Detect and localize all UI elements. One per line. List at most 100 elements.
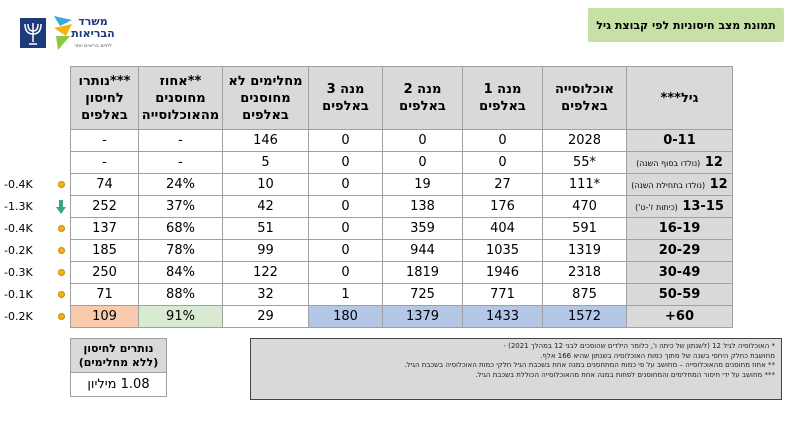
col-header-recovered: מחלימים לא מחוסנים באלפים: [222, 66, 309, 130]
weekly-change-value: -0.2K: [4, 310, 33, 323]
table-row: 20-29 1319 1035 944 0 99 78% 185: [70, 239, 733, 262]
cell-dose3: 0: [308, 173, 383, 196]
status-dot-icon: [58, 181, 65, 188]
cell-age: 30-49: [626, 261, 733, 284]
cell-dose2: 1379: [382, 305, 463, 328]
cell-pct: 37%: [138, 195, 223, 218]
age-group-note: (נולדו בתחילת השנה): [631, 181, 706, 190]
age-group-label: 60+: [665, 309, 694, 324]
cell-remaining: -: [70, 129, 139, 152]
status-dot-icon: [58, 291, 65, 298]
table-row: 13-15 (כיתות ז'-ט') 470 176 138 0 42 37% 252: [70, 195, 733, 218]
footnote: ** אחוז מחוסנים מהאוכלוסייה – מחושב על פ…: [404, 361, 775, 369]
cell-population: 591: [542, 217, 627, 240]
cell-recovered: 122: [222, 261, 309, 284]
cell-age: 13-15 (כיתות ז'-ט'): [626, 195, 733, 218]
col-header-remaining: ***נותרו לחיסון באלפים: [70, 66, 139, 130]
cell-dose1: 1433: [462, 305, 543, 328]
cell-dose2: 19: [382, 173, 463, 196]
cell-dose1: 404: [462, 217, 543, 240]
age-group-label: 30-49: [658, 265, 701, 280]
cell-recovered: 29: [222, 305, 309, 328]
cell-dose3: 1: [308, 283, 383, 306]
cell-recovered: 5: [222, 151, 309, 174]
weekly-change-value: -0.2K: [4, 244, 33, 257]
weekly-change-indicator: -0.4K: [4, 218, 70, 240]
weekly-change-value: -0.4K: [4, 222, 33, 235]
slide-title: תמונת מצב חיסוניות לפי קבוצת גיל: [588, 8, 784, 42]
cell-recovered: 146: [222, 129, 309, 152]
cell-remaining: 252: [70, 195, 139, 218]
cell-dose2: 0: [382, 129, 463, 152]
col-header-dose1: מנה 1 באלפים: [462, 66, 543, 130]
weekly-change-value: -0.3K: [4, 266, 33, 279]
age-group-label: 0-11: [663, 133, 696, 148]
cell-dose2: 359: [382, 217, 463, 240]
col-header-dose3: מנה 3 באלפים: [308, 66, 383, 130]
footnote: * האוכלוסיה לגיל 12 (לשנתון של כיתה ו', …: [503, 342, 775, 350]
cell-dose3: 0: [308, 261, 383, 284]
col-header-population: אוכלוסייה באלפים: [542, 66, 627, 130]
cell-dose3: 0: [308, 239, 383, 262]
logo-text: משרד הבריאות לחיים בריאים יותר: [64, 16, 122, 52]
age-group-label: 12: [704, 155, 723, 170]
cell-population: *55: [542, 151, 627, 174]
cell-age: 20-29: [626, 239, 733, 262]
cell-population: *111: [542, 173, 627, 196]
age-group-label: 16-19: [658, 221, 701, 236]
cell-remaining: 137: [70, 217, 139, 240]
cell-age: 12 (נולדו בסוף השנה): [626, 151, 733, 174]
cell-recovered: 51: [222, 217, 309, 240]
footnote: *** מחושב על ידי חיסור המחלימים והמחוסני…: [475, 370, 775, 379]
cell-pct: 24%: [138, 173, 223, 196]
cell-population: 2028: [542, 129, 627, 152]
cell-age: 0-11: [626, 129, 733, 152]
col-header-pct: **אחוז מחוסנים מהאוכלוסייה: [138, 66, 223, 130]
arrow-down-icon: [56, 199, 66, 214]
cell-dose2: 0: [382, 151, 463, 174]
footnotes-box: * האוכלוסיה לגיל 12 (לשנתון של כיתה ו', …: [250, 338, 782, 400]
table-row: 12 (נולדו בסוף השנה) *55 0 0 0 5- -: [70, 151, 733, 174]
cell-dose1: 1035: [462, 239, 543, 262]
age-group-label: 50-59: [658, 287, 701, 302]
remaining-total-value: 1.08 מיליון: [70, 372, 167, 397]
weekly-change-value: -0.1K: [4, 288, 33, 301]
age-group-note: (כיתות ז'-ט'): [635, 203, 678, 212]
cell-dose1: 176: [462, 195, 543, 218]
table-row: 60+ 1572 1433 1379 180 29 91% 109: [70, 305, 733, 328]
table-header-row: גיל*** אוכלוסייה באלפים מנה 1 באלפים מנה…: [70, 66, 733, 130]
table-row: 0-11 2028 0 0 0 146- -: [70, 129, 733, 152]
cell-dose3: 0: [308, 151, 383, 174]
cell-pct: 91%: [138, 305, 223, 328]
table-row: 12 (נולדו בתחילת השנה) *111 27 19 0 10 24% 74: [70, 173, 733, 196]
cell-dose2: 138: [382, 195, 463, 218]
cell-age: 16-19: [626, 217, 733, 240]
cell-remaining: 185: [70, 239, 139, 262]
table-row: 16-19 591 404 359 0 51 68% 137: [70, 217, 733, 240]
cell-remaining: 74: [70, 173, 139, 196]
logo-tagline: לחיים בריאים יותר: [73, 43, 113, 49]
weekly-change-indicator: -1.3K: [4, 196, 70, 218]
cell-population: 1572: [542, 305, 627, 328]
cell-recovered: 32: [222, 283, 309, 306]
footnote: מחושבת כחלק היחסי בשנה של מתוך כמות האוכ…: [540, 351, 775, 360]
weekly-change-indicator: -0.3K: [4, 262, 70, 284]
col-header-dose2: מנה 2 באלפים: [382, 66, 463, 130]
cell-population: 470: [542, 195, 627, 218]
cell-remaining: 250: [70, 261, 139, 284]
cell-dose3: 0: [308, 129, 383, 152]
vaccination-table: גיל*** אוכלוסייה באלפים מנה 1 באלפים מנה…: [70, 66, 733, 328]
cell-dose1: 771: [462, 283, 543, 306]
cell-population: 1319: [542, 239, 627, 262]
cell-population: 2318: [542, 261, 627, 284]
menorah-emblem-icon: [20, 16, 72, 50]
cell-age: 12 (נולדו בתחילת השנה): [626, 173, 733, 196]
remaining-total-box: נותרים לחיסון (ללא מחלימים) 1.08 מיליון: [70, 338, 167, 397]
cell-dose3: 180: [308, 305, 383, 328]
cell-remaining: 71: [70, 283, 139, 306]
weekly-change-value: -0.4K: [4, 178, 33, 191]
cell-dose1: 27: [462, 173, 543, 196]
table-row: 50-59 875 771 725 1 32 88% 71: [70, 283, 733, 306]
col-header-age: גיל***: [626, 66, 733, 130]
remaining-total-header: נותרים לחיסון (ללא מחלימים): [70, 338, 167, 373]
